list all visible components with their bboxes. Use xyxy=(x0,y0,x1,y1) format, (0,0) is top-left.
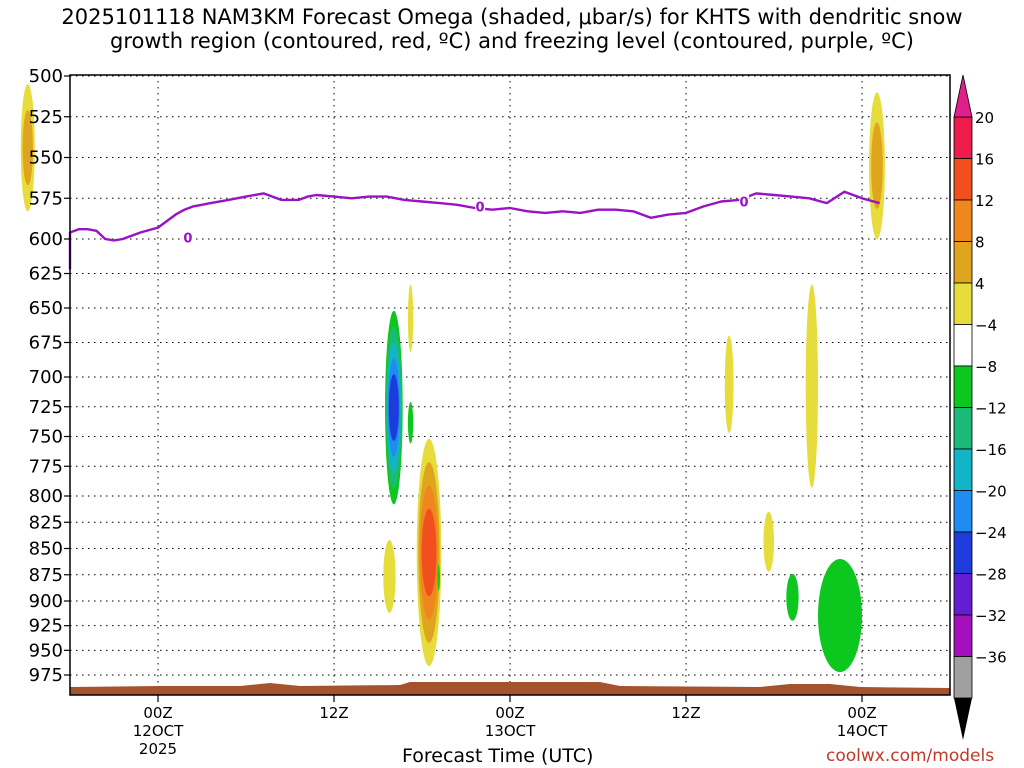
omega-contour xyxy=(421,508,437,597)
contour-label-bg xyxy=(475,199,486,214)
x-tick-label: 12Z xyxy=(671,704,700,722)
y-tick-label: 675 xyxy=(29,333,63,354)
colorbar-band xyxy=(953,324,973,367)
y-tick-label: 950 xyxy=(29,640,63,661)
colorbar-label: −4 xyxy=(975,317,997,335)
omega-contour xyxy=(786,573,799,621)
colorbar-band xyxy=(953,158,973,201)
y-tick-label: 525 xyxy=(29,107,63,128)
x-tick-label: 00Z xyxy=(847,704,876,722)
colorbar-band xyxy=(953,199,973,242)
colorbar-band xyxy=(953,448,973,491)
y-tick-label: 725 xyxy=(29,397,63,418)
x-tick-date: 14OCT xyxy=(837,722,888,740)
y-tick-label: 550 xyxy=(29,148,63,169)
colorbar-label: −24 xyxy=(975,524,1007,542)
colorbar-band xyxy=(953,241,973,284)
y-tick-label: 975 xyxy=(29,665,63,686)
omega-contour xyxy=(805,284,819,488)
freezing-level-label: 0 xyxy=(476,200,485,215)
omega-shading xyxy=(20,84,885,673)
y-tick-label: 750 xyxy=(29,427,63,448)
colorbar-band xyxy=(953,116,973,159)
omega-contour xyxy=(818,559,862,673)
terrain-layer xyxy=(70,682,950,695)
y-tick-label: 925 xyxy=(29,616,63,637)
x-tick-date: 12OCT xyxy=(133,722,184,740)
colorbar-label: −36 xyxy=(975,649,1007,667)
colorbar-label: −16 xyxy=(975,441,1007,459)
chart-title-line1: 2025101118 NAM3KM Forecast Omega (shaded… xyxy=(61,5,963,29)
freezing-level-line xyxy=(68,190,880,270)
x-tick-year: 2025 xyxy=(139,740,177,758)
colorbar-bottom-arrow xyxy=(954,698,972,740)
terrain-ground xyxy=(70,682,950,695)
colorbar-band xyxy=(953,407,973,450)
omega-contour xyxy=(724,335,734,433)
colorbar-top-arrow xyxy=(953,74,973,118)
colorbar-label: 12 xyxy=(975,192,994,210)
omega-contour xyxy=(871,122,883,209)
y-tick-label: 575 xyxy=(29,188,63,209)
contour-label-bg xyxy=(739,194,750,209)
freezing-level-label: 0 xyxy=(740,196,749,211)
omega-contour xyxy=(763,511,774,572)
gridlines xyxy=(70,75,950,695)
colorbar-band xyxy=(953,531,973,574)
colorbar-label: 4 xyxy=(975,275,985,293)
omega-contour xyxy=(407,401,414,444)
omega-contour xyxy=(383,540,396,613)
chart-title-line2: growth region (contoured, red, ºC) and f… xyxy=(110,29,914,53)
y-tick-label: 625 xyxy=(29,264,63,285)
credit-link[interactable]: coolwx.com/models xyxy=(826,746,995,766)
colorbar-label: 16 xyxy=(975,151,994,169)
omega-contour xyxy=(437,564,440,591)
y-axis: 500 525 550 575 600 625 650 675 700 725 750 775 800 8… xyxy=(29,66,70,686)
colorbar-label: 8 xyxy=(975,234,985,252)
colorbar-label: 20 xyxy=(975,109,994,127)
colorbar-band xyxy=(953,573,973,616)
x-tick-label: 00Z xyxy=(495,704,524,722)
colorbar-label: −20 xyxy=(975,483,1007,501)
y-tick-label: 800 xyxy=(29,486,63,507)
omega-contour xyxy=(388,374,399,441)
x-axis-label: Forecast Time (UTC) xyxy=(402,745,594,767)
plot-frame xyxy=(69,74,951,696)
colorbar-band xyxy=(953,614,973,657)
y-tick-label: 900 xyxy=(29,591,63,612)
colorbar-band xyxy=(953,282,973,325)
colorbar-band xyxy=(953,490,973,533)
colorbar-label: −8 xyxy=(975,358,997,376)
y-tick-label: 650 xyxy=(29,298,63,319)
freezing-level: 0 0 0 xyxy=(68,190,880,270)
y-tick-label: 875 xyxy=(29,565,63,586)
omega-contour xyxy=(407,284,414,353)
colorbar-label: −28 xyxy=(975,566,1007,584)
x-tick-label: 00Z xyxy=(143,704,172,722)
contour-label-bg xyxy=(182,230,193,245)
y-tick-label: 700 xyxy=(29,367,63,388)
colorbar-band xyxy=(953,656,973,699)
x-tick-label: 12Z xyxy=(319,704,348,722)
freezing-level-label: 0 xyxy=(183,231,192,246)
y-tick-label: 600 xyxy=(29,229,63,250)
y-tick-label: 775 xyxy=(29,456,63,477)
colorbar: 20 16 12 8 4 −4 −8 −12 −16 −20 −24 −28 −32 −36 xyxy=(953,74,1007,740)
y-tick-label: 500 xyxy=(29,66,63,87)
colorbar-band xyxy=(953,365,973,408)
x-tick-date: 13OCT xyxy=(485,722,536,740)
colorbar-label: −12 xyxy=(975,400,1007,418)
omega-contour xyxy=(22,110,33,186)
colorbar-label: −32 xyxy=(975,607,1007,625)
y-tick-label: 825 xyxy=(29,512,63,533)
y-tick-label: 850 xyxy=(29,539,63,560)
